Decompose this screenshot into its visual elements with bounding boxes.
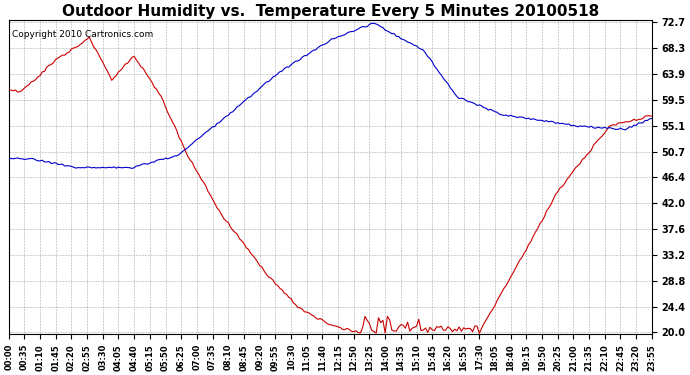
Title: Outdoor Humidity vs.  Temperature Every 5 Minutes 20100518: Outdoor Humidity vs. Temperature Every 5… (61, 4, 599, 19)
Text: Copyright 2010 Cartronics.com: Copyright 2010 Cartronics.com (12, 30, 153, 39)
